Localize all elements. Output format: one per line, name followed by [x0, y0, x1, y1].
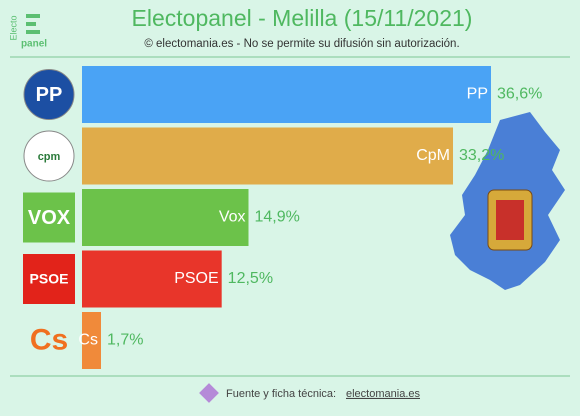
category-label: Cs	[78, 332, 98, 349]
map-decoration	[450, 112, 565, 290]
value-label: 36,6%	[497, 86, 542, 103]
party-logo	[23, 69, 75, 120]
footer-text: Fuente y ficha técnica:	[226, 388, 336, 400]
party-logo-text: cpm	[38, 151, 61, 163]
category-label: CpM	[416, 147, 450, 164]
brand-bar	[26, 22, 36, 26]
value-label: 33,2%	[459, 147, 504, 164]
bar	[82, 189, 249, 246]
party-logo	[23, 192, 75, 243]
category-label: PSOE	[174, 270, 218, 287]
value-label: 1,7%	[107, 332, 143, 349]
bar	[82, 66, 491, 123]
bar	[82, 127, 454, 185]
value-label: 12,5%	[228, 270, 273, 287]
brand-bar	[26, 14, 40, 18]
brand-logo: Electo panel	[8, 14, 47, 50]
party-logo-text: PSOE	[30, 271, 69, 287]
brand-text: Electo	[8, 15, 18, 40]
bar	[82, 312, 101, 369]
footer: Fuente y ficha técnica: electomania.es	[199, 383, 420, 403]
party-logo-text: VOX	[28, 207, 71, 229]
coat-of-arms	[496, 200, 524, 240]
chart-title: Electopanel - Melilla (15/11/2021)	[132, 5, 473, 31]
party-logo	[23, 254, 75, 304]
chart-subtitle: © electomania.es - No se permite su difu…	[144, 38, 459, 50]
category-label: PP	[467, 86, 488, 103]
value-label: 14,9%	[255, 209, 300, 226]
brand-text: panel	[21, 39, 47, 50]
bar	[82, 250, 222, 308]
party-logo-text: Cs	[30, 323, 68, 356]
footer-icon	[199, 383, 219, 403]
party-logo	[23, 130, 75, 182]
brand-bar	[26, 30, 40, 34]
category-label: Vox	[219, 209, 246, 226]
party-logo-text: PP	[36, 84, 63, 106]
footer-link[interactable]: electomania.es	[346, 388, 420, 400]
